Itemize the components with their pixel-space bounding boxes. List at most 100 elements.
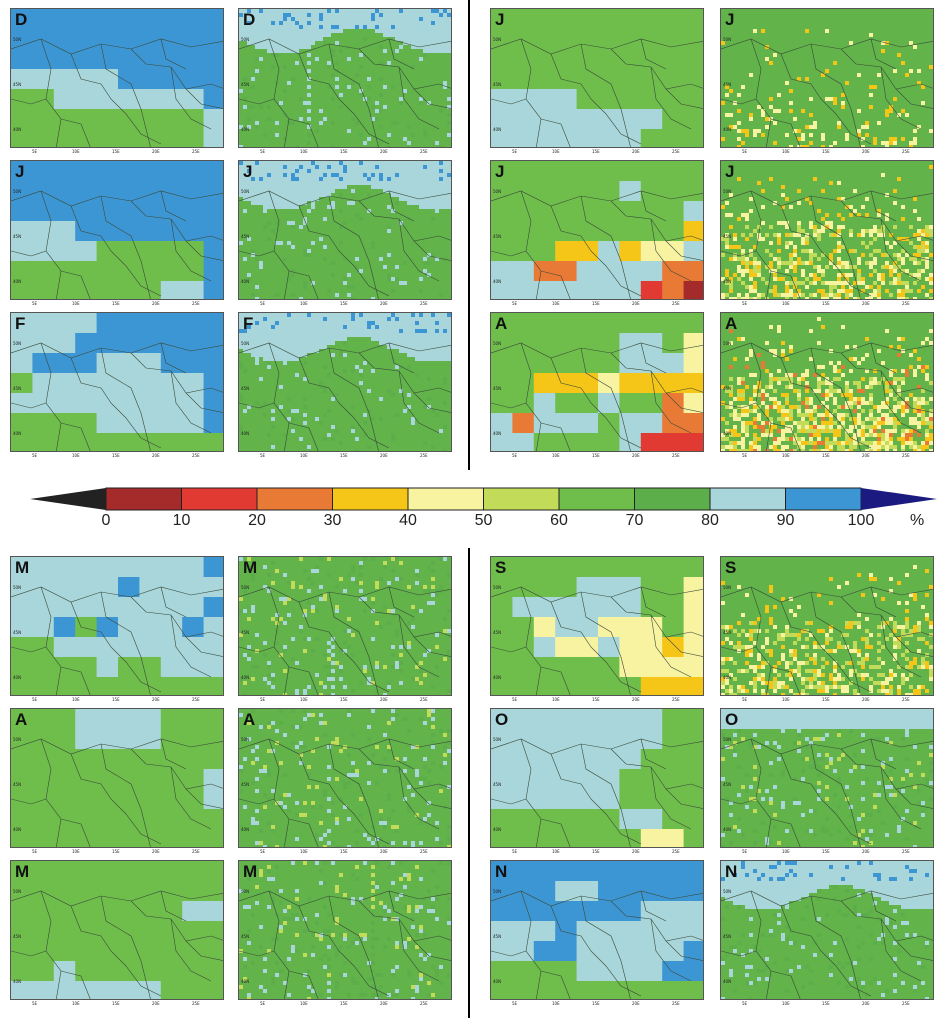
lon-label: 20E bbox=[152, 453, 160, 458]
grid-cell bbox=[555, 829, 578, 847]
map-raster bbox=[239, 161, 451, 299]
grid-cell bbox=[619, 657, 642, 678]
grid-cell bbox=[619, 941, 642, 962]
lat-label: 50N bbox=[13, 889, 21, 894]
grid-cell bbox=[160, 921, 183, 942]
lon-label: 15E bbox=[592, 149, 600, 154]
lon-label: 10E bbox=[72, 301, 80, 306]
grid-cell bbox=[619, 557, 642, 578]
lat-label: 40N bbox=[723, 431, 731, 436]
grid-cell bbox=[182, 313, 205, 334]
grid-cell bbox=[512, 961, 535, 982]
lat-label: 50N bbox=[723, 889, 731, 894]
grid-cell bbox=[75, 941, 98, 962]
map-panel-19: O 50N 45N 40N bbox=[490, 708, 704, 848]
grid-cell bbox=[619, 49, 642, 70]
grid-cell bbox=[32, 353, 55, 374]
country-border bbox=[130, 900, 223, 942]
lon-label: 15E bbox=[340, 1001, 348, 1006]
grid-cell bbox=[118, 281, 140, 299]
country-border bbox=[610, 48, 703, 90]
country-border bbox=[298, 357, 340, 404]
grid-cell bbox=[203, 241, 223, 262]
grid-cell bbox=[53, 981, 76, 999]
country-border bbox=[721, 98, 757, 105]
grid-cell bbox=[139, 861, 162, 882]
grid-cell bbox=[640, 829, 663, 847]
colorbar-segment bbox=[785, 487, 862, 511]
grid-cell bbox=[576, 201, 599, 222]
lon-label: 25E bbox=[192, 697, 200, 702]
grid-cell bbox=[182, 597, 205, 618]
grid-cell bbox=[203, 221, 223, 242]
country-border bbox=[491, 342, 703, 359]
grid-cell bbox=[491, 129, 513, 147]
grid-cell bbox=[203, 921, 223, 942]
map-raster bbox=[721, 861, 933, 999]
grid-cell bbox=[75, 353, 98, 374]
grid-cell bbox=[683, 901, 703, 922]
map-raster bbox=[491, 161, 703, 299]
grid-cell bbox=[533, 881, 556, 902]
lon-label: 10E bbox=[782, 453, 790, 458]
lon-label: 10E bbox=[782, 149, 790, 154]
grid-cell bbox=[203, 373, 223, 394]
lat-label: 45N bbox=[723, 630, 731, 635]
lat-label: 40N bbox=[241, 127, 249, 132]
grid-cell bbox=[75, 769, 98, 790]
grid-cell bbox=[512, 597, 535, 618]
grid-cell bbox=[662, 769, 685, 790]
grid-cell bbox=[203, 9, 223, 30]
grid-cell bbox=[598, 809, 620, 830]
grid-cell bbox=[160, 861, 183, 882]
grid-cell bbox=[139, 433, 162, 451]
grid-cell bbox=[139, 981, 162, 999]
country-border bbox=[880, 918, 922, 982]
grid-cell bbox=[32, 333, 55, 354]
country-border bbox=[780, 601, 822, 648]
grid-cell bbox=[533, 829, 556, 847]
country-border bbox=[160, 38, 187, 70]
grid-cell bbox=[11, 921, 33, 942]
grid-cell bbox=[32, 709, 55, 730]
map-panel-23: N 50N 45N 40N bbox=[490, 860, 704, 1000]
grid-cell bbox=[491, 221, 513, 242]
grid-cell bbox=[11, 829, 33, 847]
grid-cell bbox=[598, 829, 620, 847]
grid-cell bbox=[576, 617, 599, 638]
grid-cell bbox=[53, 961, 76, 982]
lon-label: 10E bbox=[782, 849, 790, 854]
colorbar-segment bbox=[634, 487, 711, 511]
country-border bbox=[870, 890, 897, 922]
lat-label: 45N bbox=[723, 934, 731, 939]
grid-cell bbox=[512, 881, 535, 902]
grid-cell bbox=[576, 433, 599, 451]
grid-cell bbox=[598, 789, 620, 810]
country-border bbox=[840, 352, 933, 394]
grid-cell bbox=[182, 373, 205, 394]
grid-cell bbox=[683, 181, 703, 202]
grid-cell bbox=[533, 181, 556, 202]
country-border bbox=[239, 250, 275, 257]
grid-cell bbox=[53, 161, 76, 182]
lat-label: 50N bbox=[241, 737, 249, 742]
grid-cell bbox=[160, 393, 183, 414]
grid-cell bbox=[160, 333, 183, 354]
country-border bbox=[780, 753, 822, 800]
month-label: J bbox=[495, 162, 504, 182]
country-border bbox=[640, 738, 667, 770]
grid-cell bbox=[75, 69, 98, 90]
country-border bbox=[640, 586, 667, 618]
country-border bbox=[810, 743, 861, 847]
grid-cell bbox=[75, 313, 98, 334]
month-label: J bbox=[725, 10, 734, 30]
grid-cell bbox=[555, 333, 578, 354]
lat-label: 45N bbox=[241, 934, 249, 939]
grid-cell bbox=[640, 981, 663, 999]
grid-cell bbox=[203, 181, 223, 202]
grid-cell bbox=[576, 89, 599, 110]
map-panel-6: J 50N 45N 40N bbox=[238, 160, 452, 300]
country-border bbox=[770, 818, 801, 847]
lon-label: 15E bbox=[112, 149, 120, 154]
grid-cell bbox=[203, 29, 223, 50]
